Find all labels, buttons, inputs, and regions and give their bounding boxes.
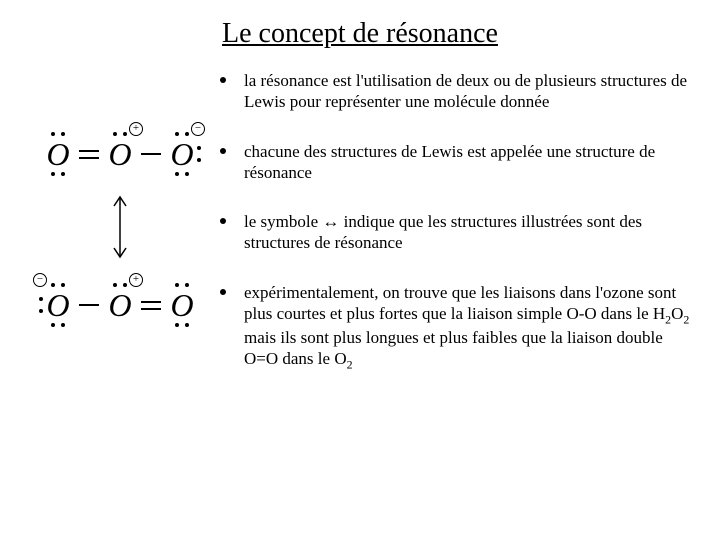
- double-bond: [79, 150, 99, 159]
- minus-charge: −: [33, 273, 47, 287]
- atom-label: O: [170, 287, 193, 324]
- atom-label: O: [108, 136, 131, 173]
- oxygen-atom: O +: [103, 281, 137, 329]
- list-item: le symbole ↔ indique que les structures …: [220, 211, 690, 254]
- atom-label: O: [108, 287, 131, 324]
- atom-label: O: [170, 136, 193, 173]
- bullet-text: le symbole ↔ indique que les structures …: [244, 211, 690, 254]
- bullet-text: chacune des structures de Lewis est appe…: [244, 141, 690, 184]
- oxygen-atom: O +: [103, 130, 137, 178]
- atom-label: O: [46, 136, 69, 173]
- lewis-structure-1: O O + O −: [30, 130, 210, 178]
- oxygen-atom: O −: [41, 281, 75, 329]
- resonance-arrow: [30, 192, 210, 267]
- bullet-icon: [220, 77, 226, 83]
- bullet-list: la résonance est l'utilisation de deux o…: [210, 70, 690, 401]
- single-bond: [79, 304, 99, 306]
- atom-label: O: [46, 287, 69, 324]
- minus-charge: −: [191, 122, 205, 136]
- resonance-diagram: O O + O −: [30, 70, 210, 401]
- double-bond: [141, 301, 161, 310]
- slide-title: Le concept de résonance: [0, 18, 720, 50]
- oxygen-atom: O −: [165, 130, 199, 178]
- plus-charge: +: [129, 273, 143, 287]
- bullet-text: expérimentalement, on trouve que les lia…: [244, 282, 690, 373]
- single-bond: [141, 153, 161, 155]
- bullet-icon: [220, 289, 226, 295]
- plus-charge: +: [129, 122, 143, 136]
- list-item: expérimentalement, on trouve que les lia…: [220, 282, 690, 373]
- list-item: chacune des structures de Lewis est appe…: [220, 141, 690, 184]
- oxygen-atom: O: [165, 281, 199, 329]
- oxygen-atom: O: [41, 130, 75, 178]
- content-area: O O + O −: [0, 70, 720, 401]
- lewis-structure-2: O − O + O: [30, 281, 210, 329]
- bullet-icon: [220, 218, 226, 224]
- bullet-text: la résonance est l'utilisation de deux o…: [244, 70, 690, 113]
- bullet-icon: [220, 148, 226, 154]
- list-item: la résonance est l'utilisation de deux o…: [220, 70, 690, 113]
